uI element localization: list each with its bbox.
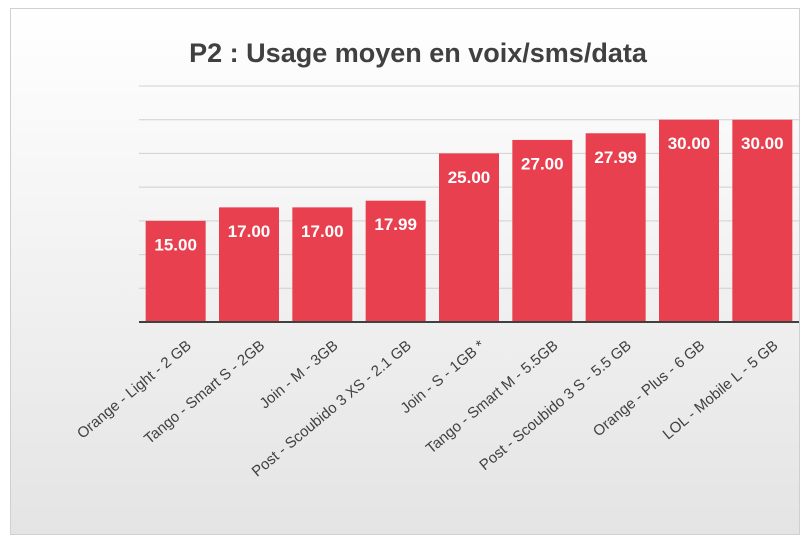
data-label: 17.00 [301,222,344,241]
data-label: 30.00 [741,134,784,153]
data-label: 15.00 [154,235,197,254]
bar [585,133,646,322]
bar [659,119,719,322]
chart-title: P2 : Usage moyen en voix/sms/data [189,38,648,68]
bar [365,200,426,322]
data-label: 17.00 [228,222,271,241]
data-label: 25.00 [448,168,491,187]
bar [732,119,793,322]
bar [439,153,499,322]
bar [145,220,206,322]
data-label: 27.99 [594,148,637,167]
bar [219,207,279,322]
data-label: 27.00 [521,154,564,173]
bar [292,207,353,322]
data-label: 17.99 [374,215,417,234]
data-label: 30.00 [668,134,711,153]
bar [512,139,573,322]
